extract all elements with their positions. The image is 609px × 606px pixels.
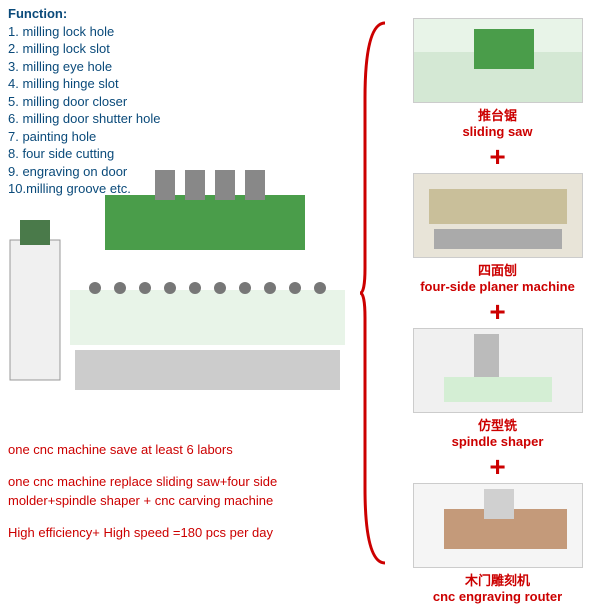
machine-label-en: cnc engraving router <box>413 589 583 604</box>
function-item: 1. milling lock hole <box>8 23 160 41</box>
machine-item-engraver: 木门雕刻机 cnc engraving router <box>413 483 583 604</box>
main-cnc-machine-image <box>5 160 350 410</box>
engraver-image <box>413 483 583 568</box>
function-item: 3. milling eye hole <box>8 58 160 76</box>
claim-line: High efficiency+ High speed =180 pcs per… <box>8 523 358 543</box>
function-item: 4. milling hinge slot <box>8 75 160 93</box>
sliding-saw-image <box>413 18 583 103</box>
function-item: 7. painting hole <box>8 128 160 146</box>
shaper-image <box>413 328 583 413</box>
machine-label-cn: 木门雕刻机 <box>413 570 583 589</box>
function-item: 6. milling door shutter hole <box>8 110 160 128</box>
plus-icon: + <box>489 143 505 171</box>
replaced-machines-column: 推台锯 sliding saw + 四面刨 four-side planer m… <box>395 18 600 606</box>
machine-item-planer: 四面刨 four-side planer machine <box>413 173 583 294</box>
function-item: 2. milling lock slot <box>8 40 160 58</box>
machine-label-cn: 推台锯 <box>413 105 583 124</box>
function-item: 5. milling door closer <box>8 93 160 111</box>
machine-label-en: sliding saw <box>413 124 583 139</box>
plus-icon: + <box>489 453 505 481</box>
machine-label-en: four-side planer machine <box>413 279 583 294</box>
function-title: Function: <box>8 5 160 23</box>
machine-label-en: spindle shaper <box>413 434 583 449</box>
machine-label-cn: 仿型铣 <box>413 415 583 434</box>
machine-label-cn: 四面刨 <box>413 260 583 279</box>
marketing-claims: one cnc machine save at least 6 labors o… <box>8 440 358 554</box>
planer-image <box>413 173 583 258</box>
curly-brace-icon <box>360 18 390 568</box>
plus-icon: + <box>489 298 505 326</box>
claim-line: one cnc machine replace sliding saw+four… <box>8 472 358 511</box>
machine-item-sliding-saw: 推台锯 sliding saw <box>413 18 583 139</box>
claim-line: one cnc machine save at least 6 labors <box>8 440 358 460</box>
machine-item-shaper: 仿型铣 spindle shaper <box>413 328 583 449</box>
